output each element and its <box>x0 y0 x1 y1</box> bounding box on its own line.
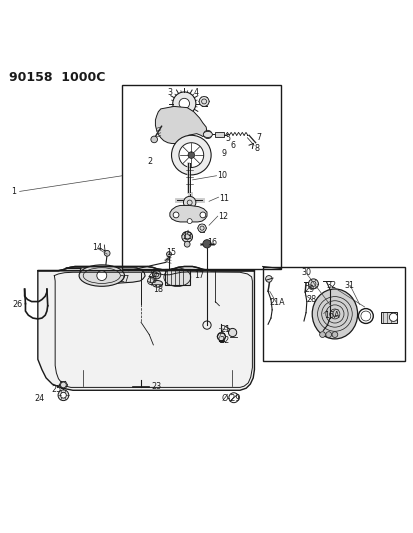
Bar <box>122 85 280 269</box>
Text: 9: 9 <box>221 149 226 158</box>
Circle shape <box>172 92 195 115</box>
Circle shape <box>188 152 194 158</box>
Bar <box>262 266 404 361</box>
Circle shape <box>228 328 236 337</box>
Circle shape <box>199 96 209 107</box>
Circle shape <box>173 212 178 218</box>
Circle shape <box>187 219 192 223</box>
Text: 1: 1 <box>11 187 16 196</box>
Text: 3: 3 <box>167 88 172 98</box>
Text: 17: 17 <box>193 271 204 280</box>
Text: 11: 11 <box>219 193 229 203</box>
Text: C: C <box>331 309 337 319</box>
Circle shape <box>179 98 189 109</box>
Circle shape <box>199 212 205 218</box>
Text: 26: 26 <box>12 300 22 309</box>
Circle shape <box>97 271 107 280</box>
Text: Ø-29: Ø-29 <box>221 394 240 403</box>
Ellipse shape <box>311 289 357 339</box>
Circle shape <box>319 332 325 337</box>
Circle shape <box>183 196 195 209</box>
Polygon shape <box>169 205 206 222</box>
Text: 8: 8 <box>254 144 259 153</box>
Text: 20: 20 <box>147 270 157 279</box>
Circle shape <box>389 313 396 321</box>
Circle shape <box>203 131 211 139</box>
Circle shape <box>147 277 154 285</box>
Bar <box>164 269 189 286</box>
Text: 31: 31 <box>343 280 353 289</box>
Text: 6: 6 <box>230 141 235 150</box>
Text: 25: 25 <box>51 385 61 394</box>
Circle shape <box>178 143 203 167</box>
Text: 15: 15 <box>165 247 176 256</box>
Text: 12: 12 <box>218 213 228 222</box>
Circle shape <box>58 390 69 401</box>
Text: 14: 14 <box>92 244 102 253</box>
Text: 10: 10 <box>217 171 227 180</box>
Circle shape <box>104 251 110 256</box>
Circle shape <box>331 332 337 337</box>
Text: 90158  1000C: 90158 1000C <box>9 70 105 84</box>
Text: 5: 5 <box>225 134 230 143</box>
Text: 27: 27 <box>119 275 129 284</box>
Text: 21: 21 <box>220 325 230 334</box>
Text: 24: 24 <box>34 394 45 403</box>
Ellipse shape <box>203 131 212 138</box>
Circle shape <box>197 224 206 232</box>
Circle shape <box>217 333 225 341</box>
Text: 13: 13 <box>182 232 192 241</box>
Circle shape <box>150 136 157 143</box>
Text: 2: 2 <box>147 157 152 166</box>
Circle shape <box>184 241 190 247</box>
Circle shape <box>181 231 192 242</box>
Circle shape <box>202 240 211 248</box>
Circle shape <box>60 392 66 398</box>
Bar <box>380 312 396 322</box>
Text: 4: 4 <box>193 88 198 98</box>
Circle shape <box>152 271 160 279</box>
Text: 7: 7 <box>256 133 261 142</box>
Text: 30: 30 <box>301 268 311 277</box>
Circle shape <box>60 382 66 388</box>
Circle shape <box>265 276 271 282</box>
Text: 32: 32 <box>326 280 336 289</box>
Circle shape <box>166 252 171 256</box>
Text: 28: 28 <box>306 295 316 304</box>
Text: 16A: 16A <box>323 311 338 320</box>
Ellipse shape <box>152 280 162 287</box>
Circle shape <box>325 332 331 337</box>
Text: 22: 22 <box>219 336 229 345</box>
Text: 18: 18 <box>153 285 163 294</box>
Text: 16: 16 <box>206 238 216 247</box>
Polygon shape <box>38 271 254 390</box>
Polygon shape <box>66 268 145 285</box>
Text: 29: 29 <box>304 285 314 294</box>
Polygon shape <box>155 107 206 143</box>
Bar <box>215 132 224 138</box>
Circle shape <box>308 279 318 289</box>
Ellipse shape <box>79 265 124 286</box>
Text: 19: 19 <box>146 277 157 286</box>
Text: 23: 23 <box>151 382 161 391</box>
Circle shape <box>171 135 211 175</box>
Text: 21A: 21A <box>268 298 284 307</box>
